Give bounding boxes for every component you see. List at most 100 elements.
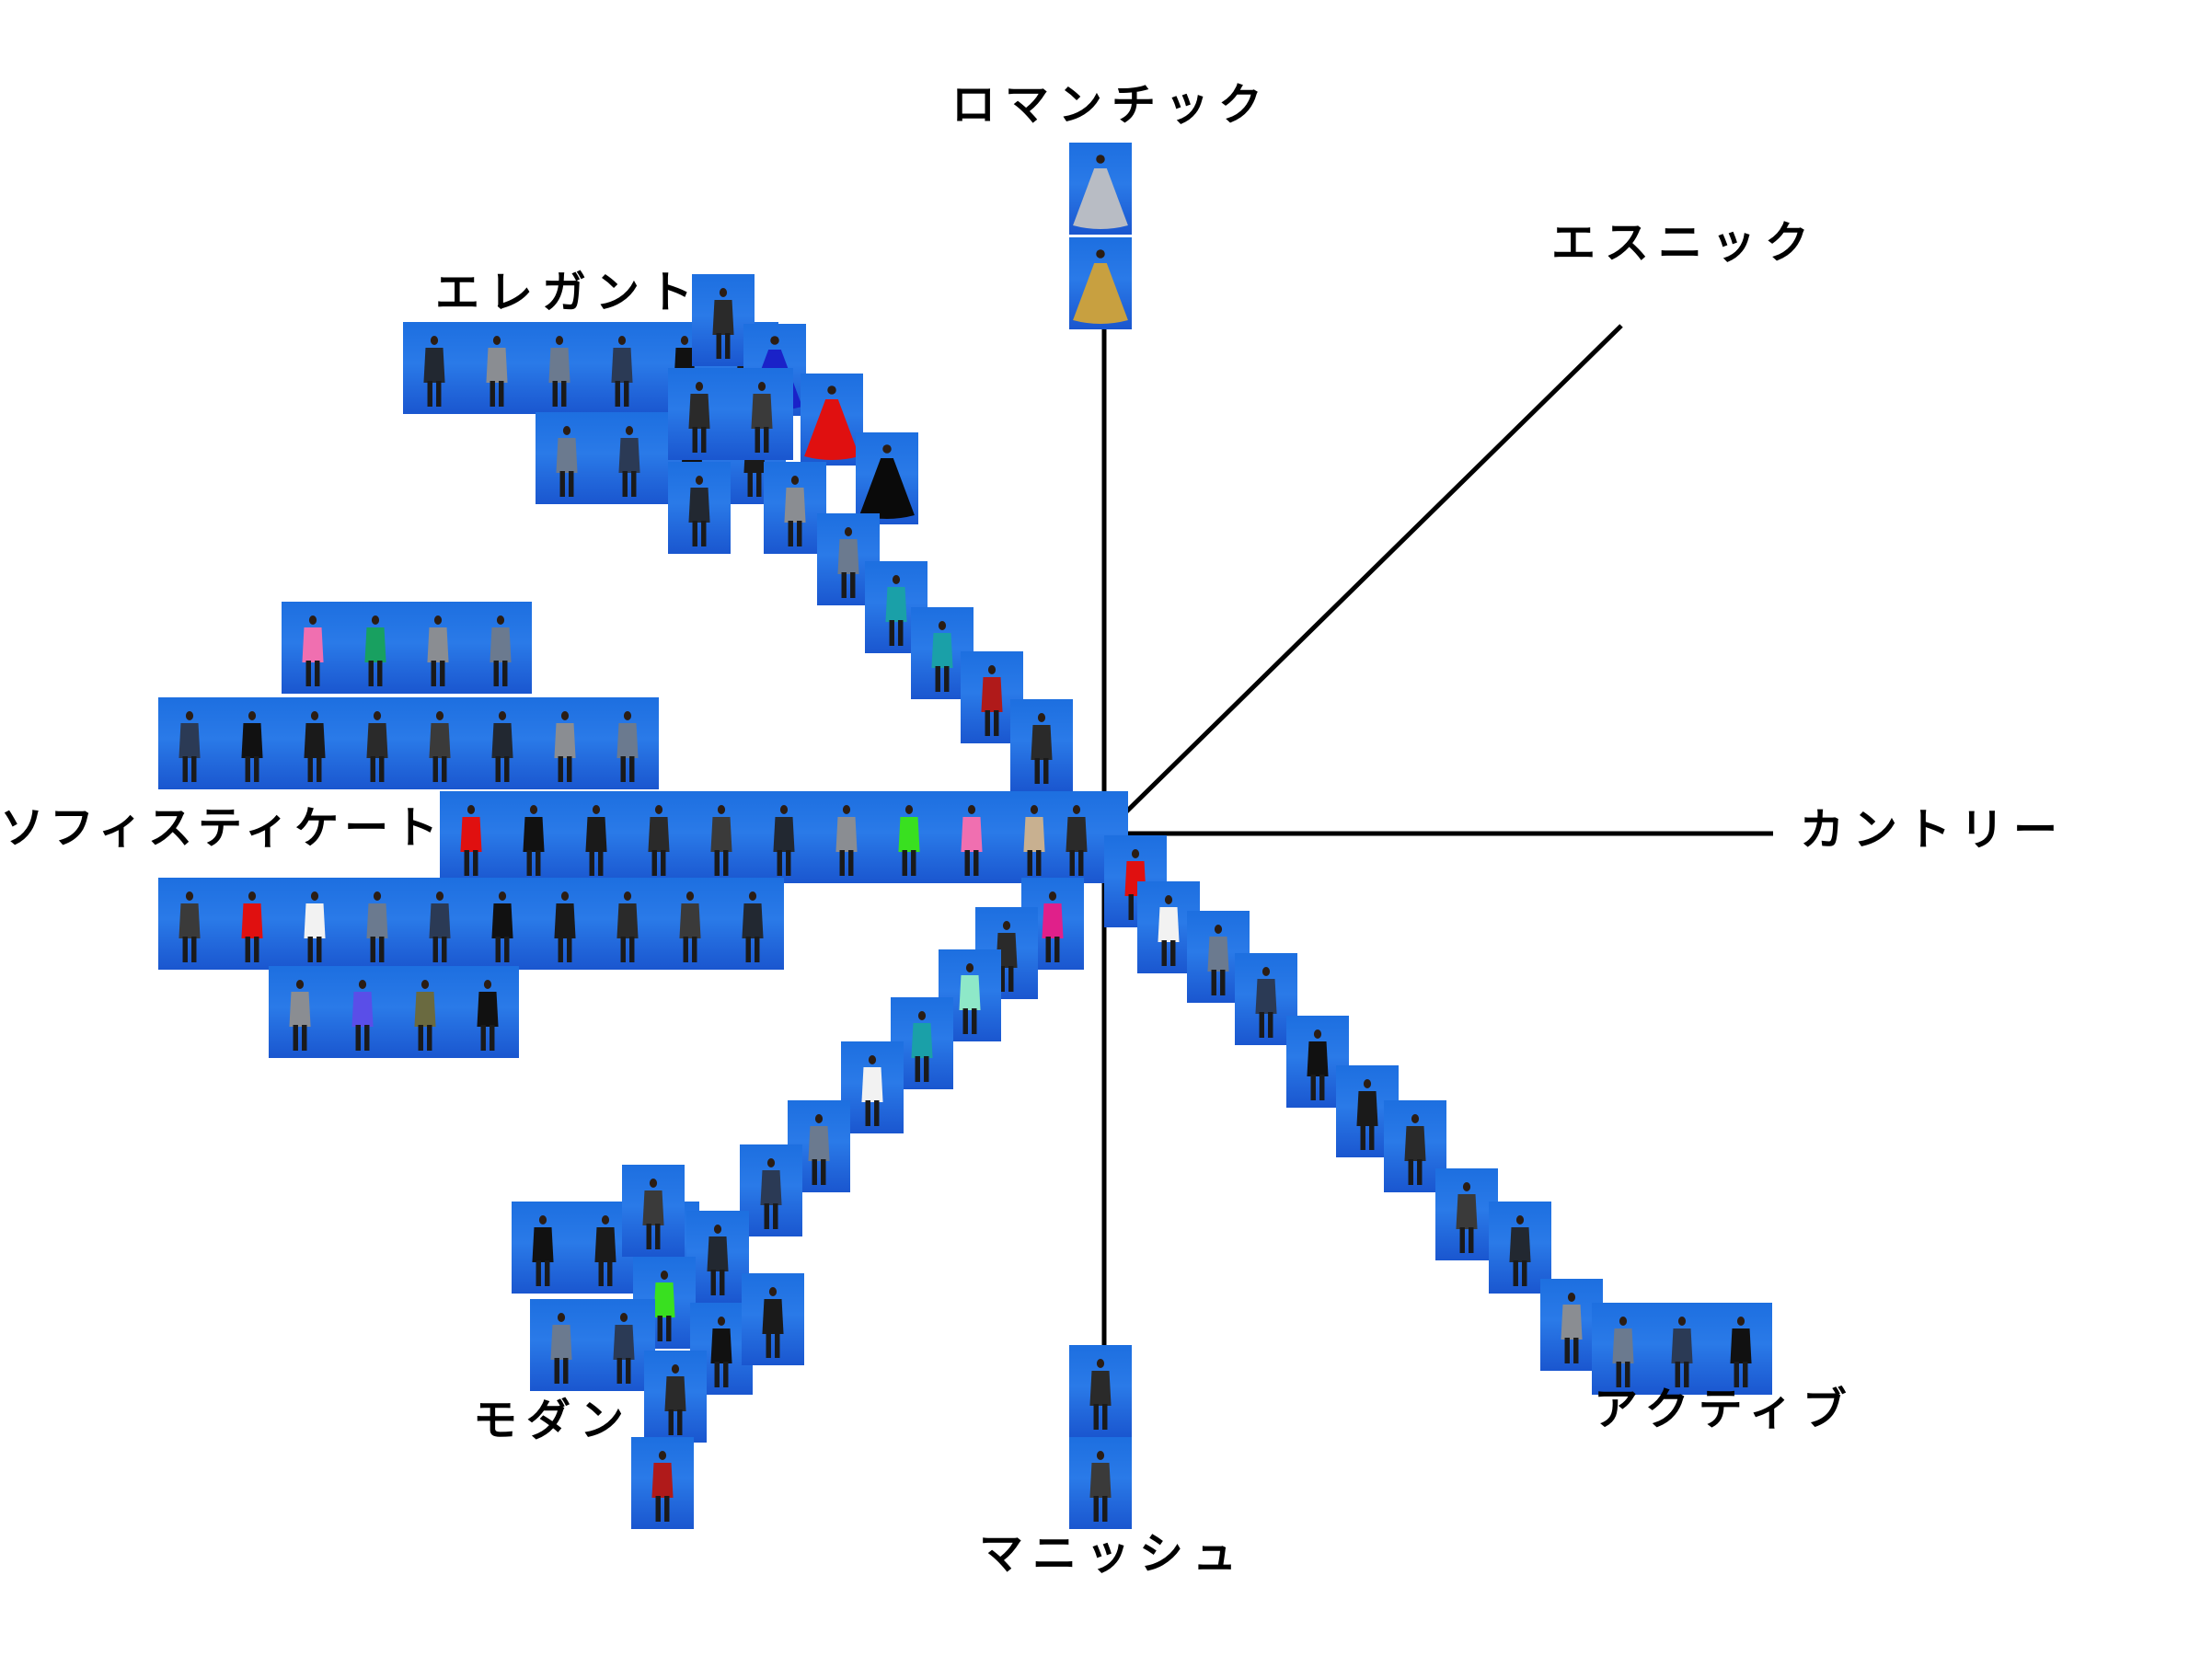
model-figure-icon: [618, 426, 640, 497]
model-figure-icon: [760, 1158, 782, 1229]
look-photo: [409, 697, 471, 789]
model-figure-icon: [550, 1313, 572, 1384]
look-photo: [346, 697, 409, 789]
model-figure-icon: [710, 805, 732, 876]
model-figure-icon: [1307, 1029, 1329, 1100]
look-photo: [344, 602, 407, 694]
look-photo: [346, 878, 409, 970]
look-photo: [659, 878, 721, 970]
look-photo: [721, 878, 784, 970]
look-photo: [283, 697, 346, 789]
look-photo: [331, 966, 394, 1058]
model-figure-icon: [477, 980, 499, 1051]
look-photo: [878, 791, 940, 883]
model-figure-icon: [289, 980, 311, 1051]
model-figure-icon: [241, 891, 263, 962]
model-figure-icon: [179, 891, 201, 962]
look-photo: [407, 602, 469, 694]
look-photo: [530, 1299, 593, 1391]
model-figure-icon: [611, 336, 633, 407]
model-figure-icon: [1158, 895, 1180, 966]
look-photo: [856, 432, 918, 524]
look-photo: [1489, 1202, 1551, 1294]
look-photo: [269, 966, 331, 1058]
model-figure-icon: [304, 711, 326, 782]
model-figure-icon: [241, 711, 263, 782]
look-photo: [534, 697, 596, 789]
look-photo: [668, 462, 731, 554]
model-figure-icon: [429, 891, 451, 962]
model-figure-icon: [427, 615, 449, 686]
model-figure-icon: [616, 891, 639, 962]
model-figure-icon: [179, 711, 201, 782]
gown-figure-icon: [804, 385, 859, 460]
look-photo: [631, 1437, 694, 1529]
look-photo: [283, 878, 346, 970]
model-figure-icon: [651, 1451, 674, 1522]
gown-figure-icon: [859, 444, 915, 519]
look-photo: [471, 697, 534, 789]
axis-line-ethnic: [1102, 324, 1623, 835]
look-photo: [471, 878, 534, 970]
model-figure-icon: [837, 527, 859, 598]
model-figure-icon: [688, 382, 710, 453]
look-photo: [1592, 1303, 1654, 1395]
look-photo: [1235, 953, 1297, 1045]
model-figure-icon: [1023, 805, 1045, 876]
look-photo: [409, 878, 471, 970]
model-figure-icon: [885, 575, 907, 646]
model-figure-icon: [1207, 925, 1229, 995]
look-photo: [753, 791, 815, 883]
look-photo: [1010, 699, 1073, 791]
look-photo: [628, 791, 690, 883]
look-photo: [528, 322, 591, 414]
look-photo: [565, 791, 628, 883]
model-figure-icon: [554, 891, 576, 962]
look-photo: [536, 412, 598, 504]
look-photo: [742, 1273, 804, 1365]
model-figure-icon: [707, 1225, 729, 1295]
model-figure-icon: [1255, 967, 1277, 1038]
look-photo: [1045, 791, 1108, 883]
model-figure-icon: [784, 476, 806, 546]
look-photo: [221, 878, 283, 970]
model-figure-icon: [751, 382, 773, 453]
model-figure-icon: [1456, 1182, 1478, 1253]
model-figure-icon: [808, 1114, 830, 1185]
look-photo: [1435, 1168, 1498, 1260]
model-figure-icon: [959, 963, 981, 1034]
look-photo: [158, 697, 221, 789]
look-photo: [466, 322, 528, 414]
model-figure-icon: [423, 336, 445, 407]
look-photo: [469, 602, 532, 694]
look-photo: [940, 791, 1003, 883]
model-figure-icon: [742, 891, 764, 962]
look-photo: [394, 966, 456, 1058]
look-photo: [1069, 237, 1132, 329]
gown-figure-icon: [1073, 155, 1128, 229]
look-photo: [690, 791, 753, 883]
model-figure-icon: [613, 1313, 635, 1384]
model-figure-icon: [931, 621, 953, 692]
model-figure-icon: [710, 1317, 732, 1387]
model-figure-icon: [961, 805, 983, 876]
axis-label-active: アクティブ: [1594, 1384, 1856, 1435]
look-photo: [668, 368, 731, 460]
model-figure-icon: [1089, 1359, 1112, 1430]
axis-label-ethnic: エスニック: [1551, 217, 1819, 269]
model-figure-icon: [486, 336, 508, 407]
model-figure-icon: [679, 891, 701, 962]
look-photo: [596, 697, 659, 789]
model-figure-icon: [554, 711, 576, 782]
look-photo: [591, 322, 653, 414]
look-photo: [1069, 1437, 1132, 1529]
model-figure-icon: [414, 980, 436, 1051]
model-figure-icon: [1356, 1079, 1378, 1150]
model-figure-icon: [491, 891, 513, 962]
model-figure-icon: [1612, 1317, 1634, 1387]
model-figure-icon: [491, 711, 513, 782]
model-figure-icon: [594, 1215, 616, 1286]
model-figure-icon: [616, 711, 639, 782]
look-photo: [512, 1202, 574, 1294]
axis-label-modern: モダン: [473, 1395, 634, 1446]
